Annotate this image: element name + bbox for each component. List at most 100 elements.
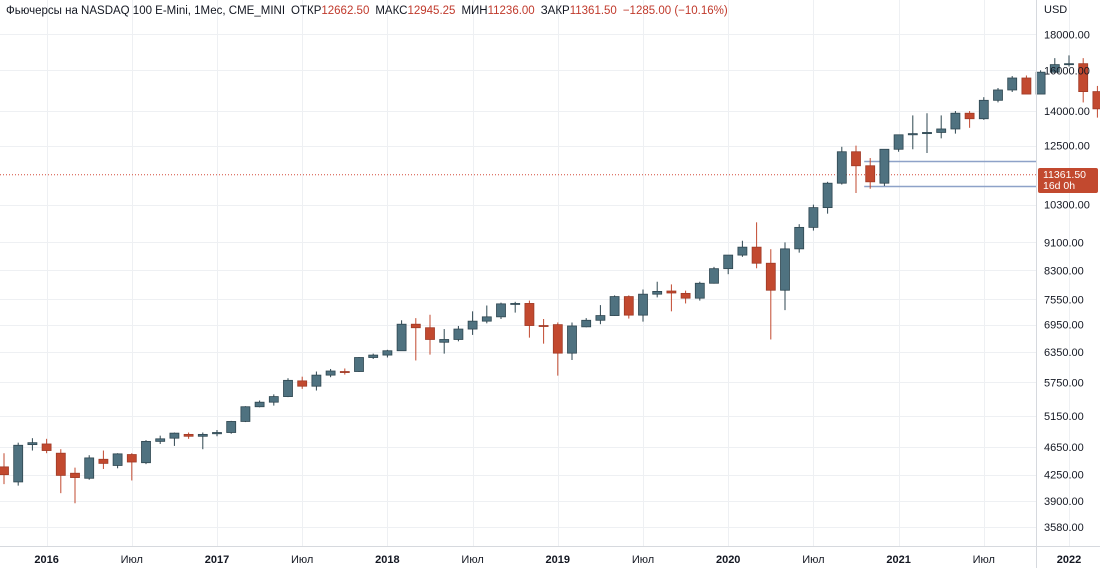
candle-body <box>623 296 634 316</box>
candle-body <box>836 151 847 184</box>
candle-body <box>794 226 805 250</box>
candle-38 <box>538 318 549 344</box>
time-tick-label: Июл <box>973 554 995 566</box>
candle-43 <box>609 295 620 316</box>
candle-body <box>169 432 180 439</box>
legend-high-value: 12945.25 <box>407 5 456 17</box>
candle-62 <box>879 148 890 186</box>
candle-body <box>155 438 166 442</box>
candle-2 <box>27 438 38 451</box>
candle-body <box>865 165 876 183</box>
candle-22 <box>311 371 322 391</box>
legend-low-value: 11236.00 <box>487 5 535 17</box>
candle-19 <box>268 394 279 406</box>
candle-body <box>751 246 762 264</box>
candle-body <box>240 406 251 422</box>
candle-51 <box>723 254 734 275</box>
candle-60 <box>851 145 861 194</box>
candle-36 <box>510 301 521 313</box>
candle-body <box>354 357 364 372</box>
candle-body <box>311 374 322 387</box>
candle-body <box>950 112 961 130</box>
time-tick-label: Июл <box>632 554 654 566</box>
candle-body <box>410 323 421 329</box>
legend-low-label: МИН <box>461 5 488 17</box>
candle-body <box>851 151 861 167</box>
candle-body <box>524 303 535 326</box>
candle-body <box>268 396 279 403</box>
candle-32 <box>453 325 464 342</box>
price-axis[interactable]: USD 18000.00 16000.00 14000.00 12500.00 10300… <box>1036 0 1090 568</box>
candle-28 <box>396 320 407 352</box>
candle-26 <box>368 353 379 359</box>
candle-50 <box>709 266 719 284</box>
candle-body <box>27 442 38 446</box>
candle-body <box>638 293 648 316</box>
price-tick-label: 5750.00 <box>1044 377 1084 389</box>
candle-body <box>666 290 677 294</box>
time-tick-label: 2016 <box>34 554 58 566</box>
candle-18 <box>254 400 265 408</box>
candle-body <box>0 466 9 476</box>
candle-6 <box>84 455 95 480</box>
candle-72 <box>1021 75 1032 95</box>
candle-30 <box>425 314 435 355</box>
candle-20 <box>283 378 293 398</box>
legend-open-value: 12662.50 <box>321 5 370 17</box>
candle-body <box>325 370 336 376</box>
candle-64 <box>907 115 918 150</box>
price-tick-label: 14000.00 <box>1044 106 1090 118</box>
time-tick-label: 2019 <box>546 554 570 566</box>
candle-body <box>1049 64 1060 73</box>
candle-body <box>723 254 734 270</box>
candle-body <box>936 128 947 133</box>
price-tick-label: 4650.00 <box>1044 442 1084 454</box>
price-tick-label: 9100.00 <box>1044 237 1084 249</box>
candle-body <box>510 303 521 305</box>
candle-body <box>922 132 932 135</box>
candle-body <box>197 433 208 437</box>
candle-body <box>226 421 237 433</box>
candle-23 <box>325 368 336 378</box>
candle-body <box>567 325 577 354</box>
candle-9 <box>126 453 137 481</box>
candle-body <box>84 457 95 479</box>
time-tick-label: Июл <box>461 554 483 566</box>
candle-body <box>581 319 592 328</box>
candle-16 <box>226 420 237 434</box>
price-tick-label: 10300.00 <box>1044 200 1090 212</box>
candle-45 <box>638 289 648 322</box>
horizontal-lines-layer <box>0 160 1036 188</box>
candle-body <box>425 327 435 340</box>
candle-25 <box>354 357 364 373</box>
candle-body <box>70 472 80 478</box>
candle-body <box>1064 63 1074 66</box>
candle-body <box>254 401 265 408</box>
candle-body <box>212 432 222 435</box>
candle-body <box>183 433 194 437</box>
candle-body <box>609 296 620 316</box>
candle-body <box>978 99 989 120</box>
candle-53 <box>751 222 762 269</box>
candle-body <box>595 315 606 321</box>
time-tick-label: 2017 <box>205 554 229 566</box>
candle-body <box>396 323 407 352</box>
candle-71 <box>1007 76 1018 93</box>
price-tick-label: 6950.00 <box>1044 320 1084 332</box>
candle-70 <box>993 87 1003 103</box>
candle-body <box>964 112 975 120</box>
price-tick-label: 7550.00 <box>1044 294 1084 306</box>
candle-body <box>808 207 819 228</box>
time-tick-label: Июл <box>291 554 313 566</box>
price-tick-label: 3900.00 <box>1044 496 1084 508</box>
price-tick-label: 3580.00 <box>1044 522 1084 534</box>
time-tick-label: 2020 <box>716 554 740 566</box>
time-axis[interactable]: 2016 Июл 2017 Июл 2018 Июл 2019 Июл 2020 Июл 2021 И… <box>0 546 1100 567</box>
candle-4 <box>55 449 66 494</box>
candle-66 <box>936 115 947 139</box>
price-tag-box <box>1038 168 1098 193</box>
candle-74 <box>1049 58 1060 74</box>
